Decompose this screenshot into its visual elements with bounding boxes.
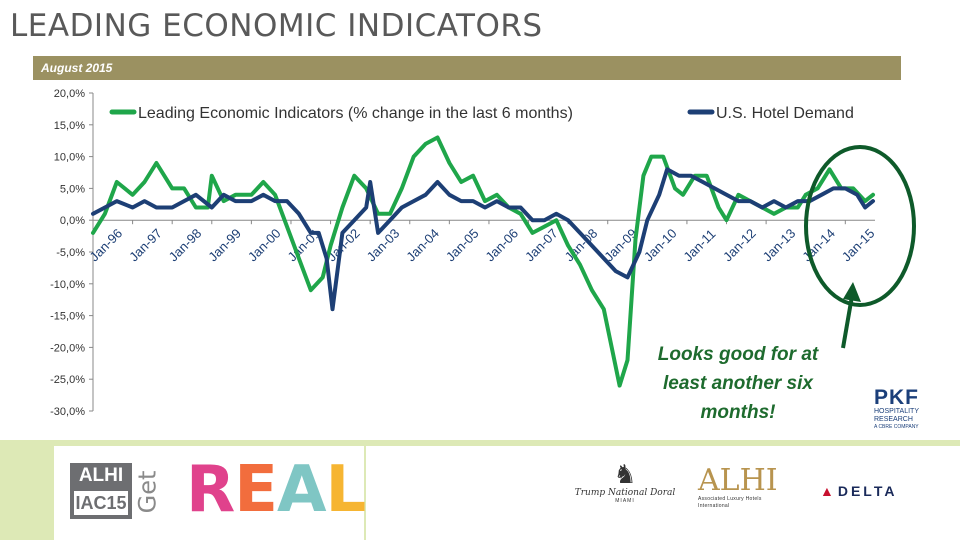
y-tick-label: 20,0%: [54, 88, 85, 100]
highlight-arrow-head: [843, 282, 861, 302]
callout-line-3: months!: [700, 402, 776, 423]
x-tick-label: Jan-13: [760, 226, 799, 265]
footer-right-panel: [366, 446, 960, 540]
x-tick-label: Jan-11: [680, 226, 718, 264]
x-tick-label: Jan-05: [443, 226, 482, 265]
highlight-ellipse: [804, 145, 916, 307]
real-letter-l: L: [325, 453, 367, 527]
pkf-logo-line1: HOSPITALITY: [874, 408, 919, 415]
delta-logo: ▲ DELTA: [820, 483, 897, 499]
trump-logo-name: Trump National Doral: [574, 488, 676, 498]
alhi-logo: ALHI Associated Luxury Hotels Internatio…: [698, 466, 784, 510]
x-tick-label: Jan-12: [720, 226, 759, 265]
x-tick-label: Jan-10: [641, 226, 680, 265]
real-letter-e: E: [234, 453, 278, 527]
callout-line-1: Looks good for at: [657, 344, 819, 365]
x-tick-label: Jan-07: [522, 226, 561, 265]
alhi-logo-mark: ALHI: [698, 463, 778, 498]
alhi-iac15-badge: ALHI IAC15: [70, 463, 132, 519]
y-tick-label: -10,0%: [50, 279, 85, 291]
y-tick-label: -25,0%: [50, 374, 85, 386]
x-tick-label: Jan-98: [166, 226, 205, 265]
x-tick-label: Jan-97: [126, 226, 165, 265]
real-letter-a: A: [277, 453, 327, 527]
x-tick-label: Jan-99: [205, 226, 244, 265]
alhi-logo-line1: Associated Luxury Hotels: [698, 496, 762, 502]
y-tick-label: 15,0%: [54, 120, 85, 132]
x-tick-label: Jan-03: [364, 226, 403, 265]
get-logo-text: Get: [133, 470, 162, 514]
y-tick-label: -30,0%: [50, 406, 85, 418]
y-tick-label: -5,0%: [56, 247, 85, 259]
y-tick-label: -15,0%: [50, 311, 85, 323]
legend-label: Leading Economic Indicators (% change in…: [138, 105, 573, 122]
real-logo: REAL: [186, 453, 367, 527]
crest-icon: ♞: [613, 459, 637, 489]
y-tick-label: 10,0%: [54, 152, 85, 164]
callout-text: Looks good for at least another six mont…: [638, 340, 838, 427]
highlight-arrow: [841, 295, 854, 349]
trump-logo-city: MIAMI: [615, 498, 635, 504]
date-banner: August 2015: [33, 56, 901, 80]
legend-label: U.S. Hotel Demand: [716, 105, 854, 122]
x-tick-label: Jan-06: [482, 226, 521, 265]
pkf-logo-line2: RESEARCH: [874, 416, 913, 423]
line-chart: 20,0% 15,0% 10,0% 5,0% 0,0% -5,0% -10,0% -15,0%…: [50, 88, 916, 418]
x-tick-label: Jan-15: [839, 226, 878, 265]
x-tick-label: Jan-04: [403, 226, 442, 265]
x-tick-label: Jan-00: [245, 226, 284, 265]
alhi-badge-top: ALHI: [78, 465, 124, 486]
pkf-logo-mark: PKF: [874, 386, 919, 409]
y-tick-label: 5,0%: [60, 183, 85, 195]
delta-logo-text: DELTA: [837, 483, 898, 499]
callout-line-2: least another six: [663, 373, 813, 394]
date-label: August 2015: [41, 61, 113, 75]
alhi-logo-line2: International: [698, 503, 730, 509]
real-letter-r: R: [186, 453, 235, 527]
series-line: [91, 167, 875, 312]
pkf-logo-line3: A CBRE COMPANY: [874, 424, 919, 430]
y-tick-label: 0,0%: [60, 215, 85, 227]
y-tick-label: -20,0%: [50, 342, 85, 354]
delta-triangle-icon: ▲: [820, 483, 834, 499]
trump-doral-logo: ♞ Trump National Doral MIAMI: [570, 460, 680, 504]
alhi-badge-bottom: IAC15: [74, 491, 128, 515]
page-title: LEADING ECONOMIC INDICATORS: [10, 8, 543, 44]
pkf-logo: PKF HOSPITALITY RESEARCH A CBRE COMPANY: [874, 386, 944, 431]
